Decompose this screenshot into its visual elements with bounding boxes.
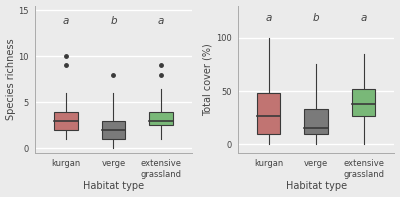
- X-axis label: Habitat type: Habitat type: [83, 181, 144, 191]
- Bar: [149, 112, 173, 125]
- Text: b: b: [110, 16, 117, 26]
- Bar: [352, 89, 376, 116]
- Y-axis label: Total cover (%): Total cover (%): [203, 43, 213, 116]
- Bar: [54, 112, 78, 130]
- X-axis label: Habitat type: Habitat type: [286, 181, 347, 191]
- Text: a: a: [158, 16, 164, 26]
- Text: a: a: [265, 13, 272, 23]
- Text: a: a: [63, 16, 69, 26]
- Bar: [304, 109, 328, 134]
- Text: a: a: [360, 13, 367, 23]
- Bar: [257, 93, 280, 134]
- Bar: [102, 121, 125, 139]
- Y-axis label: Species richness: Species richness: [6, 38, 16, 120]
- Text: b: b: [313, 13, 319, 23]
